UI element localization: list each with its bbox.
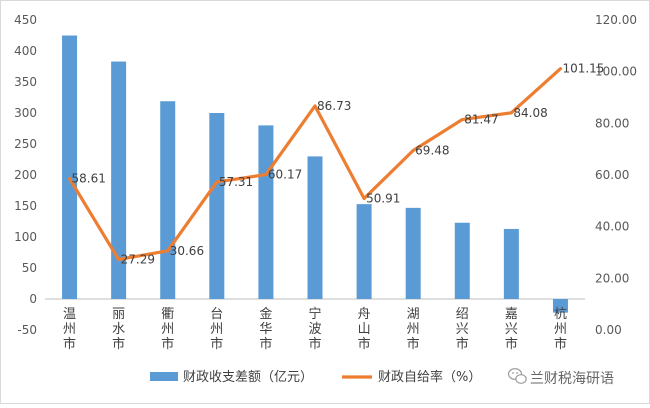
bar <box>209 113 225 299</box>
line-data-label: 50.91 <box>366 191 400 205</box>
x-tick-label: 嘉兴市 <box>505 307 518 352</box>
y-left-tick-label: -50 <box>17 323 37 337</box>
y-left-tick-label: 400 <box>14 44 37 58</box>
line-data-label: 81.47 <box>464 113 498 127</box>
line-data-label: 86.73 <box>317 99 351 113</box>
y-left-tick-label: 0 <box>29 292 37 306</box>
y-left-tick-label: 300 <box>14 106 37 120</box>
bar <box>454 222 470 299</box>
y-left-tick-label: 450 <box>14 13 37 27</box>
line-data-label: 60.17 <box>268 168 302 182</box>
line-data-label: 101.15 <box>562 62 604 76</box>
line-data-labels: 58.61 27.29 30.66 57.31 60.17 86.73 50.91 69.48… <box>72 62 605 267</box>
legend-label-bar: 财政收支差额（亿元） <box>183 370 313 385</box>
y-left-tick-label: 150 <box>14 199 37 213</box>
bar <box>258 125 274 300</box>
legend: 财政收支差额（亿元） 财政自给率（%） <box>150 369 481 385</box>
x-tick-label: 温州市 <box>63 307 76 352</box>
x-tick-label: 台州市 <box>210 307 223 352</box>
y-axis-right: 120.00 100.00 80.00 60.00 40.00 20.00 0.00 <box>595 13 637 337</box>
line-data-label: 57.31 <box>219 175 253 189</box>
bar <box>356 204 372 299</box>
y-left-tick-label: 350 <box>14 75 37 89</box>
x-tick-label: 舟山市 <box>358 307 371 352</box>
bar <box>503 228 519 299</box>
y-left-tick-label: 200 <box>14 168 37 182</box>
x-tick-label: 湖州市 <box>407 307 420 352</box>
y-left-tick-label: 250 <box>14 137 37 151</box>
x-tick-label: 杭州市 <box>554 307 567 352</box>
y-right-tick-label: 20.00 <box>595 271 629 285</box>
y-right-tick-label: 40.00 <box>595 220 629 234</box>
x-tick-label: 丽水市 <box>112 307 125 352</box>
y-left-tick-label: 50 <box>22 261 37 275</box>
line-data-label: 27.29 <box>121 253 155 267</box>
x-tick-label: 宁波市 <box>308 306 321 352</box>
bar <box>111 61 127 299</box>
wechat-icon <box>507 368 527 384</box>
x-tick-label: 金华市 <box>259 306 272 352</box>
bar <box>62 35 78 299</box>
line-data-label: 69.48 <box>415 144 449 158</box>
line-data-label: 30.66 <box>170 244 204 258</box>
y-right-tick-label: 100.00 <box>595 65 637 79</box>
y-right-tick-label: 60.00 <box>595 168 629 182</box>
legend-swatch-bar <box>150 372 178 381</box>
x-tick-label: 绍兴市 <box>456 307 469 352</box>
y-axis-left: 450 400 350 300 250 200 150 100 50 0 -50 <box>14 13 37 337</box>
y-right-tick-label: 120.00 <box>595 13 637 27</box>
bar <box>405 207 421 299</box>
bar <box>307 156 323 299</box>
y-left-tick-label: 100 <box>14 230 37 244</box>
x-axis-labels: 温州市 丽水市 衢州市 台州市 金华市 宁波市 舟山市 湖州市 绍兴市 嘉兴市 杭州市 <box>63 306 567 352</box>
line-data-label: 84.08 <box>513 106 547 120</box>
watermark-text: 兰财税海研语 <box>530 371 614 387</box>
legend-label-line: 财政自给率（%） <box>378 369 481 385</box>
bar <box>160 101 176 299</box>
y-right-tick-label: 0.00 <box>595 323 622 337</box>
bar <box>552 299 568 313</box>
x-tick-label: 衢州市 <box>161 307 174 352</box>
y-right-tick-label: 80.00 <box>595 116 629 130</box>
watermark: 兰财税海研语 <box>507 368 614 387</box>
line-series-path <box>67 67 563 262</box>
line-data-label: 58.61 <box>72 172 106 186</box>
bar-series <box>62 35 568 313</box>
